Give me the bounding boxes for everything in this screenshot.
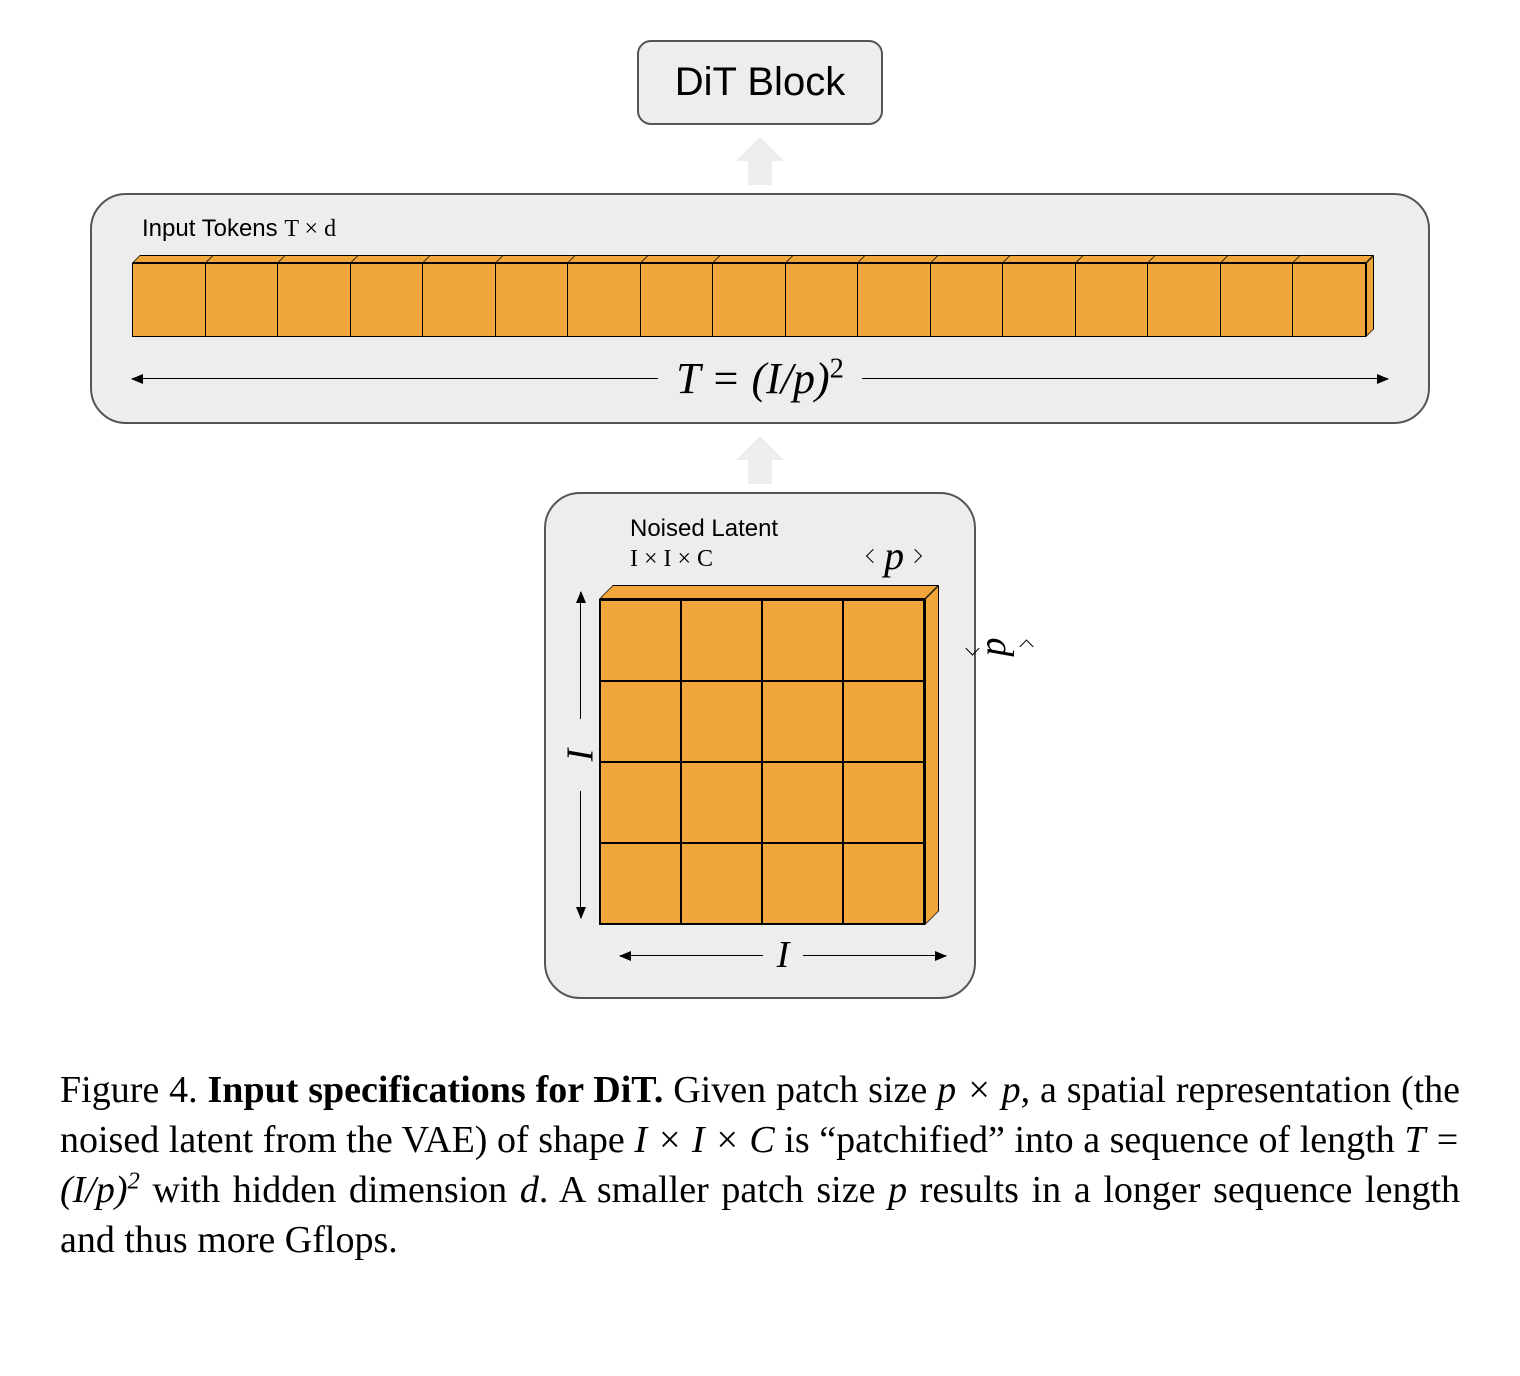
token-cube: [1292, 255, 1366, 329]
dim-p-symbol: p: [880, 532, 908, 579]
token-cube: [930, 255, 1004, 329]
latent-cell: [600, 600, 681, 681]
figure-caption: Figure 4. Input specifications for DiT. …: [60, 1065, 1460, 1266]
latent-cell: [600, 762, 681, 843]
latent-width-dimension: I: [620, 933, 946, 977]
latent-height-dimension: I: [574, 592, 587, 918]
token-cube: [1075, 255, 1149, 329]
token-cube: [495, 255, 569, 329]
figure-title: Input specifications for DiT.: [208, 1069, 664, 1111]
arrow-tokens-to-dit: [730, 135, 790, 187]
dit-input-diagram: DiT Block Input Tokens T × d T = (I/p)2 …: [60, 40, 1460, 999]
token-cube: [205, 255, 279, 329]
dit-block-label: DiT Block: [675, 60, 845, 104]
noised-latent-label-line1: Noised Latent: [630, 515, 778, 542]
latent-cell: [600, 843, 681, 924]
token-cube: [277, 255, 351, 329]
depth-d-dimension: d: [967, 636, 1031, 659]
caption-text-3: is “patchified” into a sequence of lengt…: [775, 1119, 1405, 1161]
latent-cell: [762, 843, 843, 924]
dim-I-vertical: I: [558, 749, 602, 762]
noised-latent-label-dims: I × I × C: [630, 546, 713, 572]
token-cube: [1147, 255, 1221, 329]
latent-cell: [843, 600, 924, 681]
token-cube: [857, 255, 931, 329]
dit-block-box: DiT Block: [637, 40, 883, 125]
dim-I-horizontal: I: [777, 933, 790, 977]
latent-grid-cube: d: [599, 585, 939, 925]
token-cube: [785, 255, 859, 329]
caption-pxp: p × p: [937, 1069, 1020, 1111]
latent-cell: [681, 762, 762, 843]
caption-p: p: [888, 1169, 907, 1211]
caption-T-eq-exp: 2: [128, 1168, 140, 1195]
token-row: [132, 255, 1388, 341]
noised-latent-panel: Noised Latent I × I × C p I d: [544, 492, 976, 999]
token-cube: [712, 255, 786, 329]
latent-cell: [843, 843, 924, 924]
latent-cell: [762, 681, 843, 762]
input-tokens-label: Input Tokens T × d: [142, 215, 1388, 243]
input-tokens-label-dims: T × d: [284, 216, 336, 242]
latent-cell: [681, 843, 762, 924]
input-tokens-label-text: Input Tokens: [142, 215, 284, 242]
caption-text-1: Given patch size: [663, 1069, 937, 1111]
caption-text-4: with hidden dimension: [140, 1169, 520, 1211]
latent-cell: [600, 681, 681, 762]
latent-cell: [681, 681, 762, 762]
latent-cell: [843, 762, 924, 843]
tokens-formula-base: T = (I/p): [676, 354, 830, 403]
noised-latent-label: Noised Latent I × I × C: [630, 514, 778, 574]
token-cube: [1002, 255, 1076, 329]
token-cube: [132, 255, 206, 329]
tokens-formula-exp: 2: [830, 353, 844, 384]
token-cube: [567, 255, 641, 329]
token-cube: [1220, 255, 1294, 329]
tokens-formula: T = (I/p)2: [676, 353, 844, 404]
patch-size-p-dimension: p: [868, 532, 920, 579]
tokens-width-dimension: T = (I/p)2: [132, 353, 1388, 404]
caption-d: d: [520, 1169, 539, 1211]
figure-number: Figure 4.: [60, 1069, 198, 1111]
arrow-latent-to-tokens: [730, 434, 790, 486]
token-cube: [422, 255, 496, 329]
token-cube: [640, 255, 714, 329]
latent-cell: [843, 681, 924, 762]
caption-IxIxC: I × I × C: [634, 1119, 774, 1161]
token-cube: [350, 255, 424, 329]
latent-cell: [762, 600, 843, 681]
latent-cell: [762, 762, 843, 843]
input-tokens-panel: Input Tokens T × d T = (I/p)2: [90, 193, 1430, 424]
dim-d-symbol: d: [977, 636, 1021, 659]
caption-text-5: . A smaller patch size: [539, 1169, 888, 1211]
latent-cell: [681, 600, 762, 681]
